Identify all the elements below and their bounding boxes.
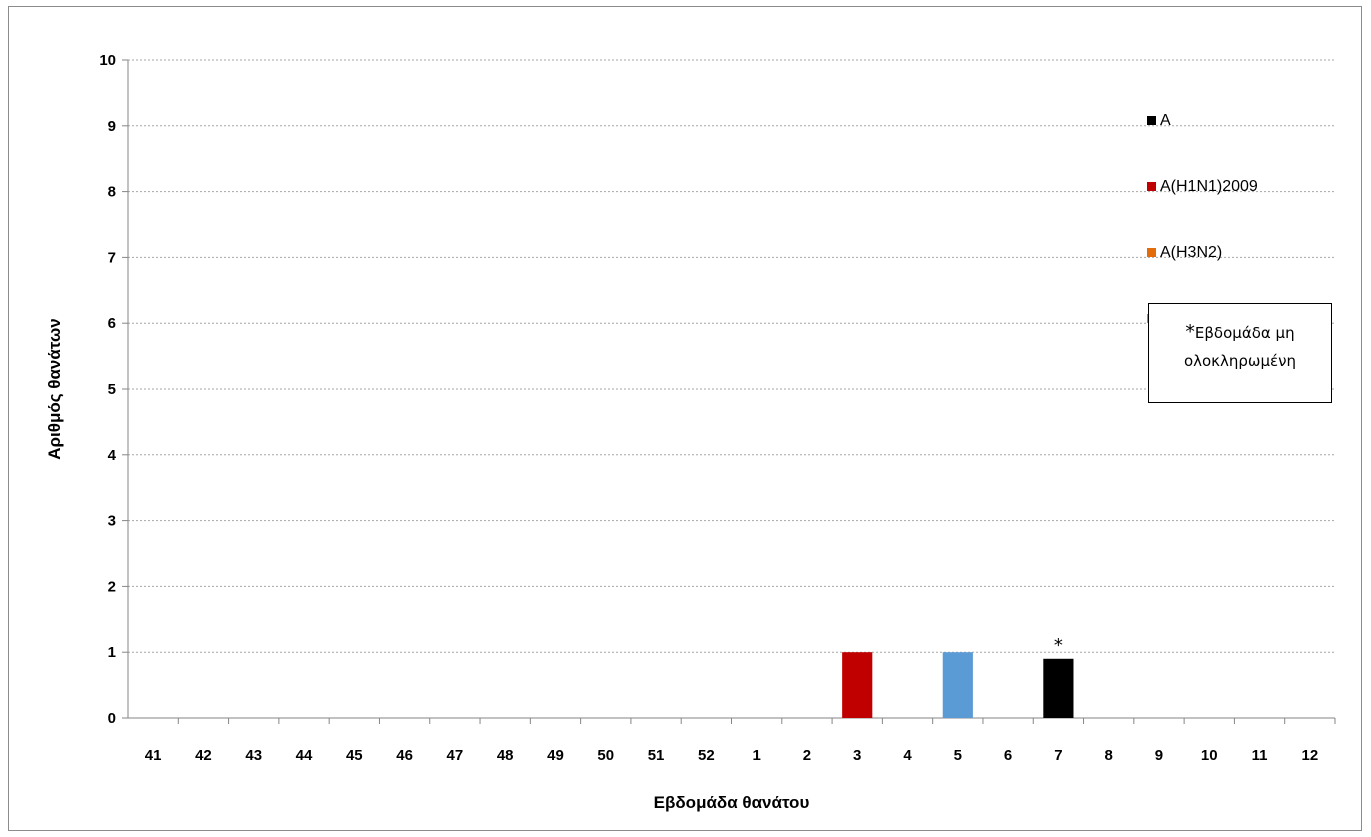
y-tick-label: 2 xyxy=(108,578,116,595)
bars xyxy=(842,652,1074,718)
x-tick-label: 11 xyxy=(1252,747,1268,764)
x-tick-label: 50 xyxy=(597,747,614,764)
x-tick-label: 8 xyxy=(1105,747,1113,764)
x-tick-label: 7 xyxy=(1054,747,1062,764)
legend-swatch xyxy=(1147,248,1156,257)
note-line-1: Εβδομάδα μη xyxy=(1194,324,1295,342)
legend-label: A(H1N1)2009 xyxy=(1160,178,1258,195)
y-tick-label: 0 xyxy=(108,710,116,727)
x-tick-label: 3 xyxy=(853,747,861,764)
x-tick-label: 48 xyxy=(497,747,514,764)
x-tick-label: 4 xyxy=(903,747,912,764)
x-tick-label: 45 xyxy=(346,747,363,764)
x-tick-label: 52 xyxy=(698,747,715,764)
y-tick-label: 4 xyxy=(108,447,117,464)
x-tick-label: 42 xyxy=(195,747,212,764)
legend-label: A(H3N2) xyxy=(1160,244,1222,261)
x-tick-label: 9 xyxy=(1155,747,1163,764)
bar xyxy=(842,652,873,718)
legend-swatch xyxy=(1147,182,1156,191)
x-axis-title: Εβδομάδα θανάτου xyxy=(654,793,810,812)
y-tick-label: 9 xyxy=(108,118,116,135)
x-tick-label: 10 xyxy=(1201,747,1218,764)
chart-frame xyxy=(8,6,1362,831)
gridlines xyxy=(128,59,1335,653)
bar-annotation: * xyxy=(1054,635,1063,656)
y-tick-label: 6 xyxy=(108,315,116,332)
x-tick-label: 47 xyxy=(447,747,464,764)
incomplete-week-note: *Εβδομάδα μη ολοκληρωμένη xyxy=(1148,303,1332,403)
x-tick-label: 1 xyxy=(752,747,760,764)
y-tick-label: 5 xyxy=(108,381,116,398)
x-tick-label: 12 xyxy=(1302,747,1319,764)
x-tick-label: 49 xyxy=(547,747,564,764)
y-tick-label: 1 xyxy=(108,644,116,661)
y-tick-label: 3 xyxy=(108,513,116,530)
x-tick-label: 5 xyxy=(954,747,962,764)
legend-swatch xyxy=(1147,116,1156,125)
y-tick-label: 8 xyxy=(108,184,116,201)
y-tick-label: 10 xyxy=(99,52,116,69)
x-tick-label: 51 xyxy=(648,747,665,764)
x-tick-label: 6 xyxy=(1004,747,1012,764)
bar xyxy=(1043,658,1074,718)
note-star: * xyxy=(1185,321,1195,343)
y-tick-label: 7 xyxy=(108,249,116,266)
x-tick-label: 44 xyxy=(296,747,313,764)
note-line-2: ολοκληρωμένη xyxy=(1183,352,1297,370)
x-tick-label: 2 xyxy=(803,747,811,764)
bar xyxy=(942,652,973,718)
x-tick-label: 43 xyxy=(245,747,262,764)
legend-label: A xyxy=(1160,112,1171,129)
x-tick-label: 41 xyxy=(145,747,162,764)
y-axis-title: Αριθμός θανάτων xyxy=(45,318,64,460)
x-tick-label: 46 xyxy=(396,747,413,764)
axes xyxy=(122,59,1336,724)
